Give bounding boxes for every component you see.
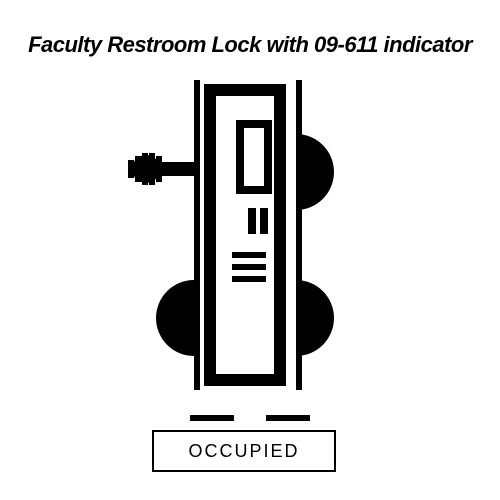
dash-left bbox=[190, 415, 234, 421]
page-title: Faculty Restroom Lock with 09-611 indica… bbox=[0, 32, 500, 58]
status-indicator: OCCUPIED bbox=[152, 430, 336, 472]
connector-dashes bbox=[0, 408, 500, 428]
status-text: OCCUPIED bbox=[188, 441, 299, 462]
dash-right bbox=[266, 415, 310, 421]
lock-diagram bbox=[0, 80, 500, 410]
lock-icon bbox=[0, 80, 500, 410]
